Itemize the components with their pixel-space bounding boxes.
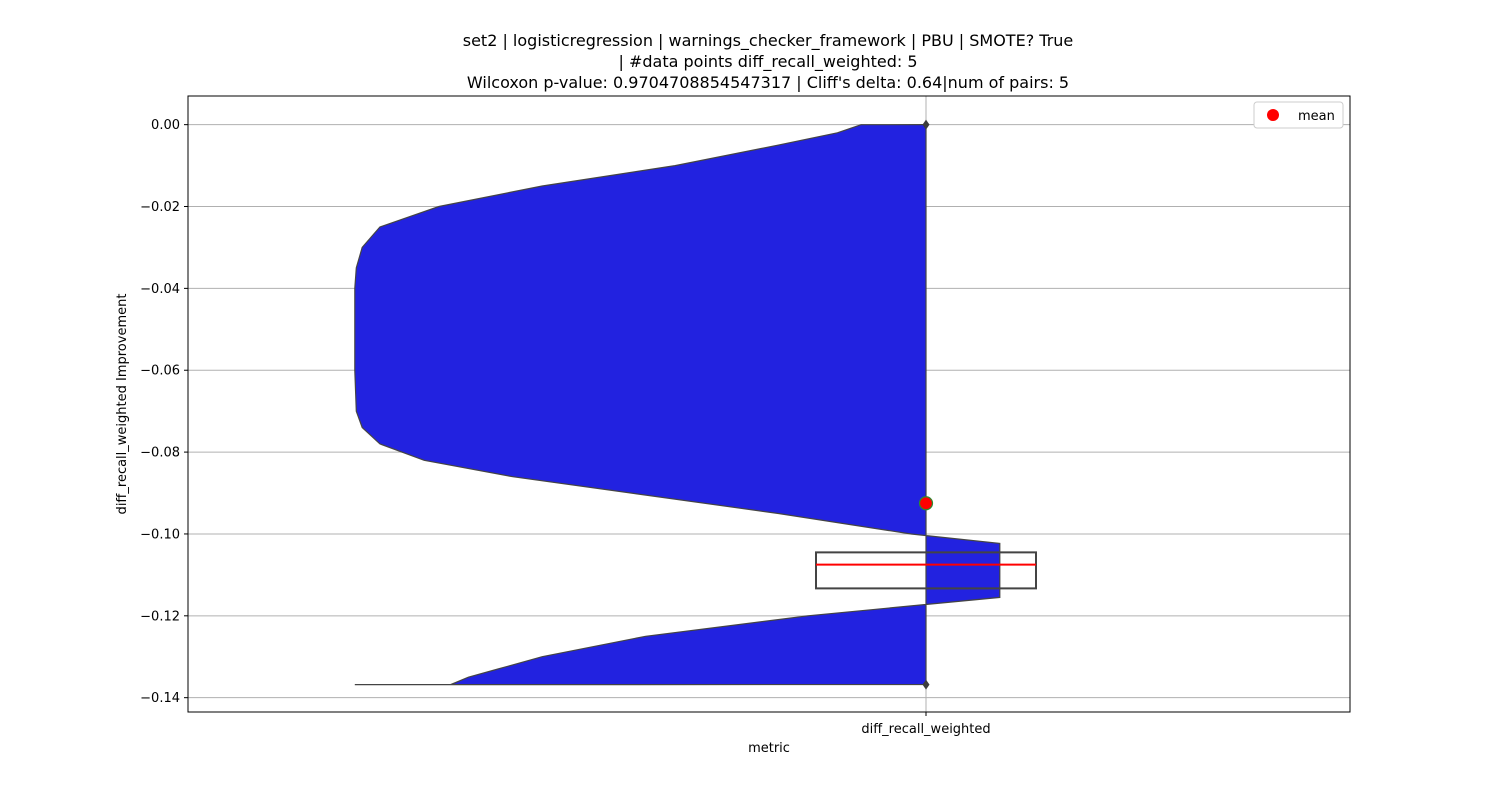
boxplot-layer: [815, 119, 1037, 690]
legend-frame: [1253, 101, 1344, 129]
legend-mean-marker: [1267, 109, 1279, 121]
y-tick-label: 0.00: [151, 118, 180, 133]
chart-title-line-3: Wilcoxon p-value: 0.9704708854547317 | C…: [467, 73, 1069, 92]
legend-mean-label: mean: [1298, 109, 1335, 124]
violin-body: [354, 124, 1001, 686]
chart-title-line-1: set2 | logisticregression | warnings_che…: [463, 31, 1074, 51]
y-tick-label: −0.04: [140, 282, 180, 297]
y-tick-label: −0.12: [140, 609, 180, 624]
y-tick-label: −0.08: [140, 446, 180, 461]
y-tick-label: −0.06: [140, 364, 180, 379]
x-axis-ticks: diff_recall_weighted: [861, 712, 991, 737]
outlier-point: [922, 119, 930, 130]
y-axis-label: diff_recall_weighted Improvement: [115, 294, 130, 515]
x-tick-label: diff_recall_weighted: [861, 722, 990, 737]
outlier-point: [922, 679, 930, 690]
y-axis-ticks: 0.00 −0.02 −0.04 −0.06 −0.08 −0.10 −0.12 −0.14: [140, 118, 188, 706]
mean-point: [918, 496, 934, 511]
box-iqr: [815, 551, 1037, 590]
y-tick-label: −0.02: [140, 200, 180, 215]
chart-title-line-2: | #data points diff_recall_weighted: 5: [618, 52, 917, 72]
plot-frame: [187, 95, 1351, 713]
y-tick-label: −0.10: [140, 527, 180, 542]
legend: mean: [1253, 101, 1344, 129]
x-axis-label: metric: [748, 741, 790, 756]
violin-layer: [354, 124, 1001, 686]
y-tick-label: −0.14: [140, 691, 180, 706]
